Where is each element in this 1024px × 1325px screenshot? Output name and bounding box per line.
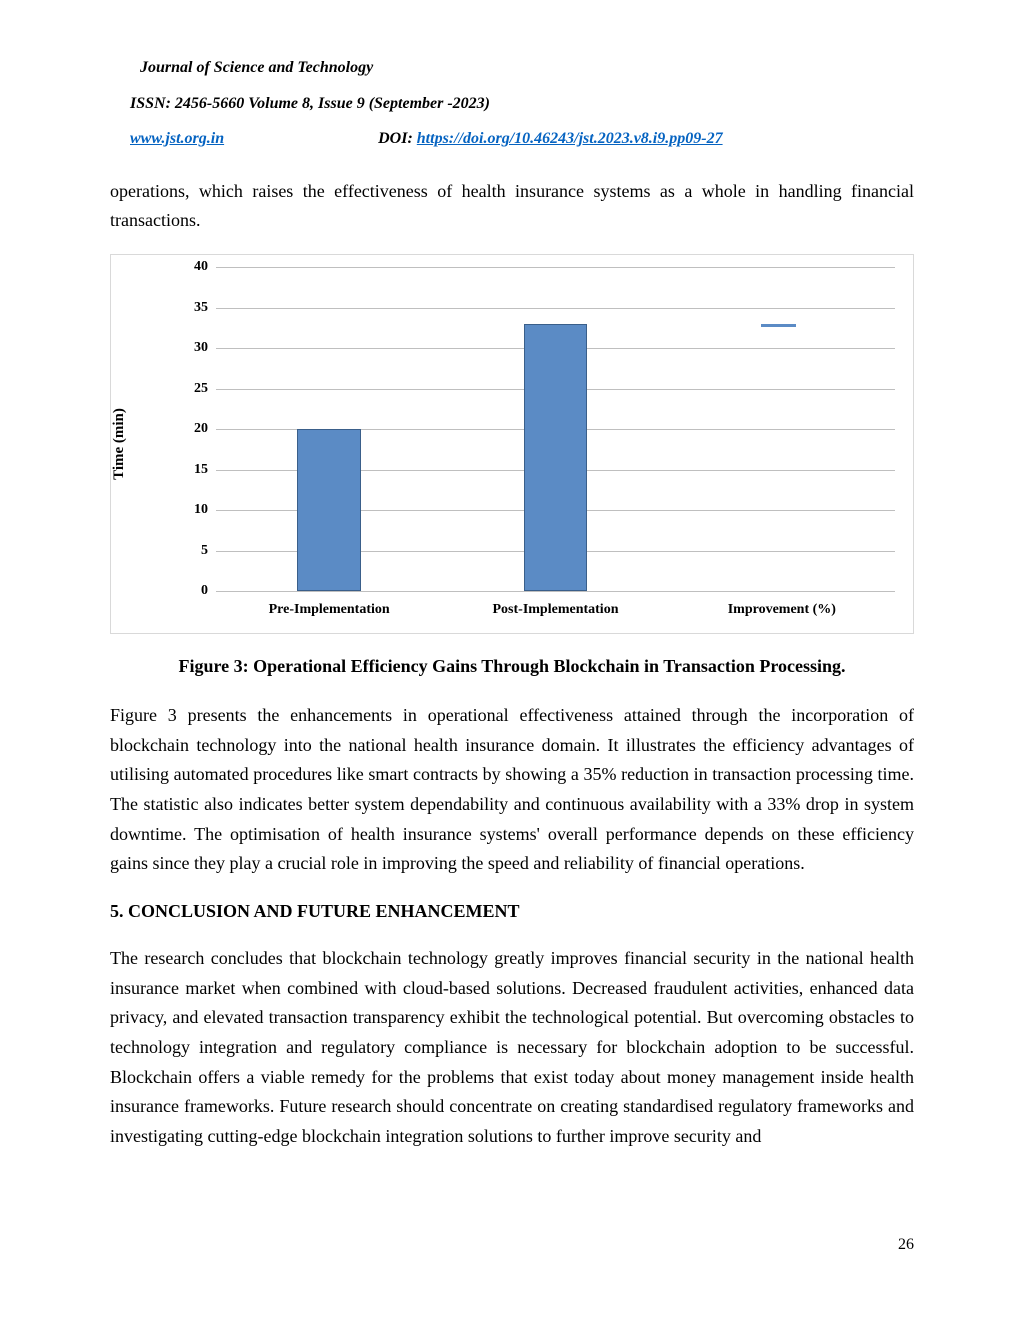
y-tick-label: 40 [194,256,208,278]
bar [297,429,360,591]
figure-3-caption: Figure 3: Operational Efficiency Gains T… [110,652,914,681]
conclusion-paragraph: The research concludes that blockchain t… [110,944,914,1152]
x-tick-label: Improvement (%) [728,599,836,621]
doi-link[interactable]: https://doi.org/10.46243/jst.2023.v8.i9.… [417,130,723,147]
plot-area: 0510152025303540Pre-ImplementationPost-I… [216,267,895,591]
section-5-heading: 5. CONCLUSION AND FUTURE ENHANCEMENT [110,897,914,926]
site-link[interactable]: www.jst.org.in [130,130,224,147]
x-tick-label: Post-Implementation [493,599,619,621]
header-links-row: www.jst.org.in DOI: https://doi.org/10.4… [130,126,914,152]
page-number: 26 [110,1232,914,1258]
gridline [216,267,895,268]
bar [524,324,587,591]
x-tick-label: Pre-Implementation [269,599,390,621]
figure-3-description: Figure 3 presents the enhancements in op… [110,701,914,879]
legend-key [761,324,796,327]
y-tick-label: 15 [194,458,208,480]
gridline [216,591,895,592]
y-tick-label: 25 [194,377,208,399]
doi-label: DOI: [378,130,417,147]
y-axis-title: Time (min) [107,408,131,480]
issn-line: ISSN: 2456-5660 Volume 8, Issue 9 (Septe… [130,91,914,117]
chart-inner: 0510152025303540Pre-ImplementationPost-I… [176,267,895,591]
y-tick-label: 0 [201,580,208,602]
y-tick-label: 5 [201,539,208,561]
gridline [216,308,895,309]
intro-paragraph: operations, which raises the effectivene… [110,177,914,236]
y-tick-label: 35 [194,296,208,318]
y-tick-label: 30 [194,337,208,359]
figure-3-chart: Time (min) 0510152025303540Pre-Implement… [110,254,914,634]
journal-title: Journal of Science and Technology [140,55,914,81]
y-tick-label: 10 [194,499,208,521]
y-tick-label: 20 [194,418,208,440]
